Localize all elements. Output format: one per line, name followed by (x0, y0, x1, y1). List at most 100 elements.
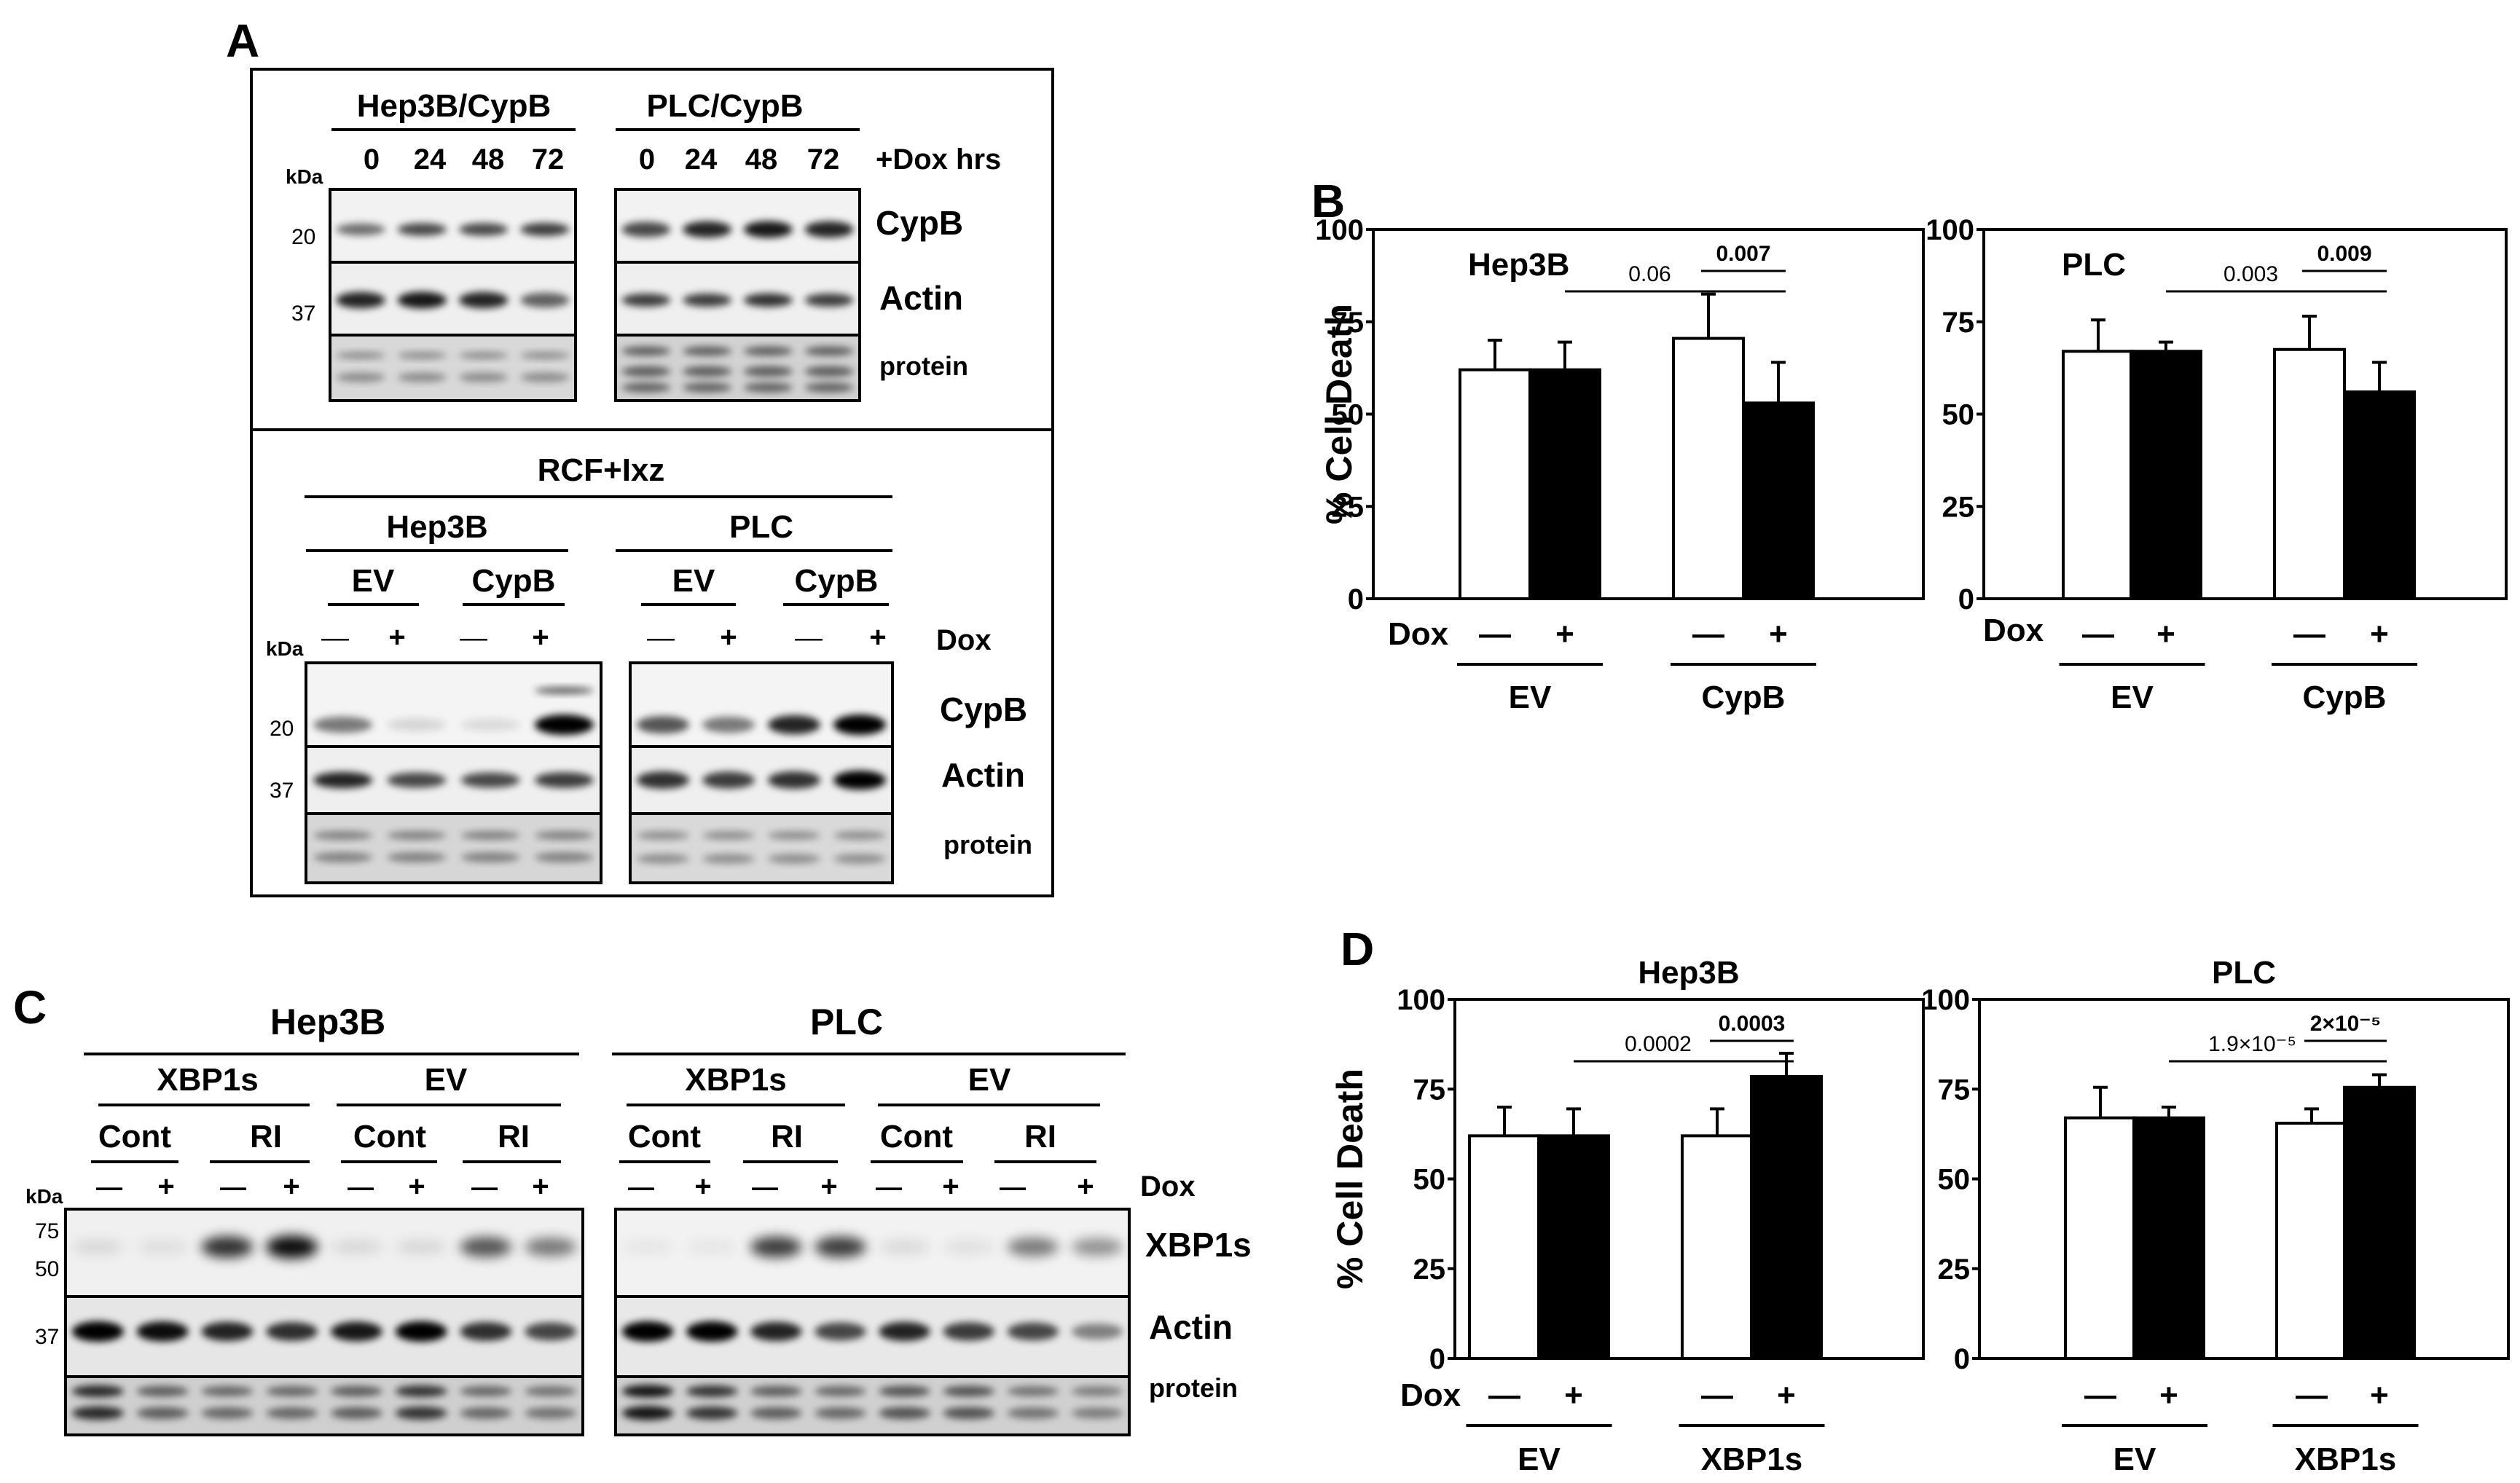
y-tick-label: 100 (1921, 984, 1970, 1016)
panel-c: C Hep3B PLC XBP1s EV XBP1s EV Cont RI Co… (13, 981, 1252, 1436)
blot-a-bottom (305, 661, 894, 884)
blot-band (702, 771, 755, 789)
blot-band (1007, 1385, 1059, 1397)
blot-band (804, 382, 854, 393)
row-label-actin: Actin (879, 279, 963, 317)
blot-band (768, 854, 820, 864)
blot-band (743, 382, 793, 393)
treatment-label: Dox (936, 624, 992, 656)
blot-band (1071, 1386, 1123, 1396)
blot-band (683, 221, 732, 238)
p-value-label: 0.0003 (1719, 1012, 1786, 1036)
blot-band (71, 1385, 124, 1398)
kda-label: kDa (286, 165, 323, 188)
panel-a-frame-bottom (250, 428, 1054, 897)
group-label: CypB (2303, 680, 2387, 715)
mw-marker: 75 (35, 1219, 59, 1243)
blot-band (815, 1236, 866, 1258)
sign-label: + (1769, 616, 1788, 652)
blot-band (71, 1321, 124, 1342)
group-label: XBP1s (2295, 1441, 2396, 1477)
row-label-actin: Actin (1149, 1308, 1233, 1346)
y-tick-label: 0 (1954, 1343, 1970, 1375)
blot-band (750, 1385, 802, 1397)
panel-a: A Hep3B/CypB PLC/CypB 0 24 48 72 0 24 48… (226, 15, 1054, 897)
bar (1528, 368, 1601, 600)
blot-band (804, 221, 854, 238)
blot-band (1071, 1407, 1123, 1419)
blot-band (943, 1385, 994, 1397)
blot-band (750, 1321, 802, 1342)
blot-band (879, 1321, 930, 1342)
blot-band (330, 1321, 382, 1342)
blot-band (387, 830, 447, 841)
blot-band (637, 771, 689, 789)
blot-band (520, 351, 570, 360)
group-label: EV (1509, 680, 1552, 715)
blot-band (686, 1240, 738, 1254)
blot-band (201, 1236, 254, 1258)
sign-label: + (2159, 1377, 2178, 1413)
group-label-plc-cypb: PLC/CypB (646, 88, 803, 124)
y-tick-label: 50 (1332, 399, 1365, 431)
sign-label: — (647, 623, 675, 653)
group-label: CypB (1702, 680, 1786, 715)
blot-band (266, 1235, 318, 1259)
blot-band (397, 291, 447, 309)
blot-band (621, 1385, 674, 1398)
blot-band (395, 1321, 447, 1342)
y-tick-label: 75 (1332, 307, 1365, 339)
blot-band (621, 1406, 674, 1420)
sign-label: — (471, 1172, 498, 1202)
chart-d-plc: 0 25 50 75 100 PLC 1.9×10⁻⁵ 2×10⁻⁵ (1921, 955, 2510, 1375)
blot-band (743, 293, 793, 307)
sign-label: — (752, 1172, 778, 1202)
time-label: 0 (364, 143, 380, 176)
bar (2343, 1085, 2416, 1361)
blot-frame (629, 812, 894, 884)
row-label-cypb: CypB (876, 204, 963, 242)
sign-label: + (532, 621, 549, 653)
treatment-label: Dox (1388, 616, 1449, 652)
sign-label: + (283, 1171, 299, 1203)
blot-band (336, 291, 385, 309)
sign-label: — (460, 623, 487, 653)
sign-label: + (1555, 616, 1574, 652)
mw-marker: 20 (291, 225, 315, 249)
sign-label: — (1701, 1377, 1733, 1413)
treatment-label: Dox (1140, 1171, 1196, 1203)
y-tick-label: 100 (1926, 214, 1974, 246)
blot-band (330, 1407, 382, 1420)
treatment-title: RCF+Ixz (538, 452, 665, 488)
sign-label: + (942, 1171, 959, 1203)
time-label: 0 (639, 143, 655, 176)
sign-label: + (408, 1171, 425, 1203)
treatment-label: Dox (1400, 1377, 1461, 1413)
blot-band (520, 223, 570, 236)
blot-band (460, 1407, 512, 1419)
bar (1681, 1134, 1754, 1360)
blot-band (201, 1407, 254, 1419)
y-tick-label: 25 (1942, 491, 1975, 523)
y-tick-label: 100 (1397, 984, 1445, 1016)
row-label-cypb: CypB (940, 691, 1027, 728)
p-value-label: 2×10⁻⁵ (2310, 1012, 2382, 1036)
condition-label: Cont (880, 1119, 954, 1154)
bar (2132, 1116, 2205, 1360)
blot-band (266, 1385, 318, 1397)
blot-band (71, 1406, 124, 1420)
y-axis-label: % Cell Death (1330, 1069, 1370, 1289)
row-label-xbp1s: XBP1s (1145, 1226, 1252, 1264)
cell-label-hep3b: Hep3B (386, 509, 487, 545)
blot-band (136, 1385, 189, 1397)
blot-band (1007, 1238, 1059, 1256)
cell-label-plc: PLC (810, 1002, 883, 1042)
p-value-label: 0.06 (1628, 262, 1671, 286)
blot-band (525, 1322, 577, 1341)
vector-label: XBP1s (685, 1062, 786, 1098)
sign-label: + (820, 1171, 837, 1203)
bar (1750, 1074, 1823, 1360)
group-label: EV (2111, 680, 2154, 715)
sign-label: — (1479, 616, 1511, 652)
